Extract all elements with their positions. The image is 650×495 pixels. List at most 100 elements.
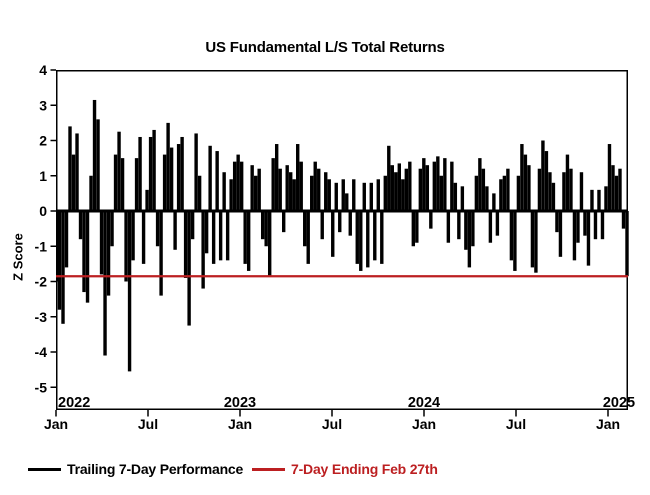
bar (148, 136, 153, 211)
bar (169, 147, 174, 211)
bar (166, 122, 170, 212)
bar (516, 175, 521, 211)
bar (201, 211, 205, 289)
bar (537, 168, 542, 211)
y-tick-label: -4 (35, 344, 48, 360)
black-line-sample-icon (28, 467, 61, 471)
chart-title: US Fundamental L/S Total Returns (205, 39, 445, 56)
bar (61, 211, 65, 324)
x-tick-label: Jan (596, 416, 620, 432)
bar (260, 211, 265, 240)
bar (257, 168, 261, 211)
bar (520, 144, 524, 211)
bar (425, 165, 430, 212)
bar (572, 211, 577, 261)
bar (303, 211, 307, 247)
bar (239, 161, 244, 211)
bar (562, 172, 566, 211)
bar (313, 161, 317, 211)
bar (460, 186, 465, 211)
bar (92, 99, 97, 211)
bar (225, 211, 230, 261)
bar (124, 211, 128, 282)
bar (534, 211, 538, 273)
bar (96, 119, 100, 211)
bar (176, 144, 181, 211)
bar (411, 211, 416, 247)
bar (320, 211, 324, 240)
bar (576, 211, 580, 243)
bar (352, 179, 356, 212)
y-tick-label: 2 (39, 133, 47, 149)
bar (131, 211, 135, 261)
bar (289, 172, 293, 211)
bar (292, 179, 296, 212)
bar (341, 179, 345, 212)
bar (334, 182, 338, 211)
bar (134, 158, 139, 212)
y-tick-label: -2 (35, 274, 48, 290)
bar (446, 211, 451, 243)
y-tick-label: 1 (39, 168, 47, 184)
bar (117, 131, 121, 211)
bar (159, 211, 163, 296)
bar (246, 211, 251, 271)
bar (590, 189, 594, 211)
bar (345, 193, 349, 212)
bar (478, 158, 482, 212)
bar (89, 175, 93, 211)
bar (415, 211, 419, 243)
bar (604, 186, 608, 211)
bar (597, 189, 601, 211)
bar (495, 211, 500, 236)
bar (527, 165, 531, 212)
bar (485, 186, 489, 211)
bar (253, 175, 258, 211)
bar (229, 179, 233, 212)
bar (197, 175, 202, 211)
bar (453, 182, 458, 211)
bar (565, 154, 570, 211)
bar (618, 168, 622, 211)
bar (110, 211, 114, 247)
bar (359, 211, 363, 271)
bar (271, 158, 275, 212)
legend-label-trailing: Trailing 7-Day Performance (67, 461, 244, 477)
bar (306, 211, 310, 264)
bar (418, 168, 423, 211)
bar (68, 126, 72, 211)
bar (236, 154, 240, 211)
bar (250, 165, 254, 212)
bar (162, 154, 167, 211)
bar (621, 211, 626, 229)
x-tick-label: Jan (44, 416, 68, 432)
legend-label-reference: 7-Day Ending Feb 27th (291, 461, 438, 477)
bar (57, 211, 62, 310)
bar (106, 211, 111, 296)
bar (579, 172, 584, 211)
bar (310, 175, 314, 211)
legend-item-trailing: Trailing 7-Day Performance (28, 461, 243, 477)
bar (506, 168, 510, 211)
bar (499, 179, 503, 212)
bar (376, 179, 380, 212)
bar (467, 211, 472, 268)
bar (82, 211, 86, 293)
bar (436, 156, 440, 211)
bar (432, 161, 437, 211)
bar (457, 211, 461, 240)
bar (439, 175, 444, 211)
bar (429, 211, 433, 229)
bar (327, 179, 331, 212)
y-tick-label: -5 (35, 379, 48, 395)
bar (394, 172, 398, 211)
bar (369, 182, 373, 211)
bar (113, 154, 118, 211)
bars-series (56, 99, 629, 372)
bar (120, 158, 125, 212)
bar (464, 211, 468, 250)
bar (362, 182, 366, 211)
bar (317, 168, 321, 211)
bar (103, 211, 107, 356)
